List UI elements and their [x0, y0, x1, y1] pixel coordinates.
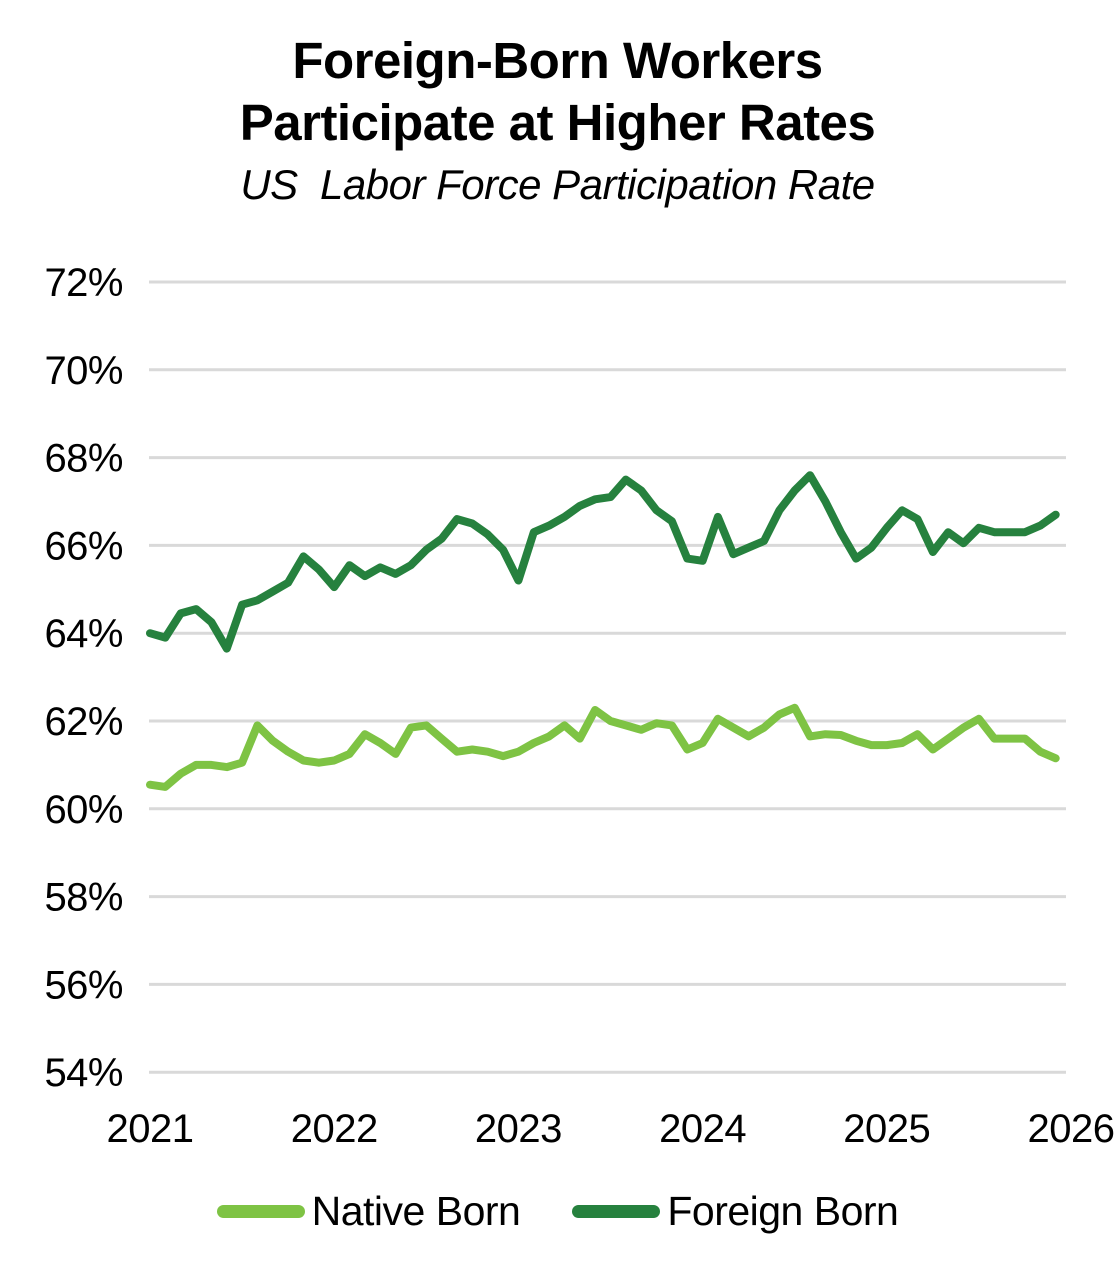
foreign-born-line: [146, 471, 1060, 653]
x-axis-tick-label: 2022: [291, 1107, 378, 1151]
legend-label-native-born: Native Born: [311, 1188, 521, 1234]
y-axis-tick-label: 70%: [44, 349, 123, 393]
y-axis-tick-label: 54%: [44, 1051, 123, 1095]
y-axis-tick-label: 66%: [44, 524, 123, 568]
legend-item-foreign-born: Foreign Born: [572, 1188, 899, 1235]
native-born-line: [146, 703, 1060, 791]
y-axis-tick-label: 56%: [44, 963, 123, 1007]
x-axis-tick-label: 2023: [475, 1107, 562, 1151]
x-axis-tick-label: 2024: [659, 1107, 746, 1151]
y-axis-tick-label: 68%: [44, 437, 123, 481]
x-axis-tick-label: 2021: [107, 1107, 194, 1151]
chart-subtitle: US Labor Force Participation Rate: [240, 161, 875, 209]
y-axis-tick-label: 64%: [44, 612, 123, 656]
x-axis-tick-label: 2025: [843, 1107, 930, 1151]
y-axis-tick-label: 58%: [44, 876, 123, 920]
chart-title-line1: Foreign-Born Workers: [292, 32, 823, 89]
chart-header: Foreign-Born Workers Participate at High…: [0, 30, 1115, 209]
chart-legend: Native Born Foreign Born: [0, 1188, 1115, 1235]
y-axis-tick-label: 60%: [44, 788, 123, 832]
native-born-swatch: [216, 1205, 305, 1218]
legend-label-foreign-born: Foreign Born: [667, 1188, 899, 1234]
x-axis-tick-label: 2026: [1028, 1107, 1115, 1151]
y-axis-tick-label: 62%: [44, 700, 123, 744]
foreign-born-swatch: [572, 1205, 661, 1218]
legend-item-native-born: Native Born: [216, 1188, 521, 1235]
y-axis-tick-label: 72%: [44, 261, 123, 305]
chart-title-line2: Participate at Higher Rates: [239, 93, 876, 151]
